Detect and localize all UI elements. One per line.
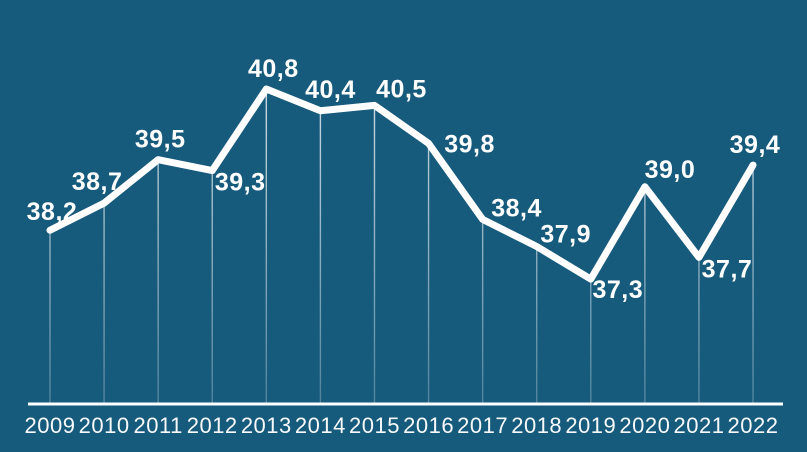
data-point-label: 38,7 — [72, 168, 123, 196]
x-axis-label: 2017 — [457, 413, 508, 438]
x-axis-label: 2013 — [241, 413, 292, 438]
data-point-label: 37,7 — [702, 255, 753, 283]
data-point-label: 37,9 — [540, 221, 591, 249]
x-axis-label: 2015 — [349, 413, 400, 438]
data-point-label: 40,4 — [305, 76, 356, 104]
data-point-label: 39,4 — [730, 131, 781, 159]
x-axis-label: 2016 — [403, 413, 454, 438]
x-axis-label: 2022 — [728, 413, 779, 438]
x-axis-label: 2011 — [134, 413, 183, 438]
data-point-label: 39,5 — [135, 126, 186, 154]
x-axis-label: 2009 — [25, 413, 76, 438]
series-line — [46, 85, 757, 283]
x-axis-label: 2010 — [79, 413, 130, 438]
x-axis-label: 2014 — [295, 413, 346, 438]
x-axis-label: 2020 — [619, 413, 670, 438]
data-point-label: 40,8 — [248, 55, 299, 83]
data-point-label: 37,3 — [592, 276, 643, 304]
data-point-label: 38,4 — [491, 194, 542, 222]
x-axis-label: 2021 — [674, 413, 725, 438]
x-axis-label: 2019 — [565, 413, 616, 438]
x-axis-label: 2018 — [511, 413, 562, 438]
x-axis-label: 2012 — [187, 413, 238, 438]
data-point-label: 39,0 — [645, 156, 696, 184]
data-point-label: 40,5 — [376, 75, 427, 103]
data-point-label: 39,3 — [215, 169, 266, 197]
data-point-label: 39,8 — [444, 130, 495, 158]
data-point-label: 38,2 — [27, 198, 78, 226]
